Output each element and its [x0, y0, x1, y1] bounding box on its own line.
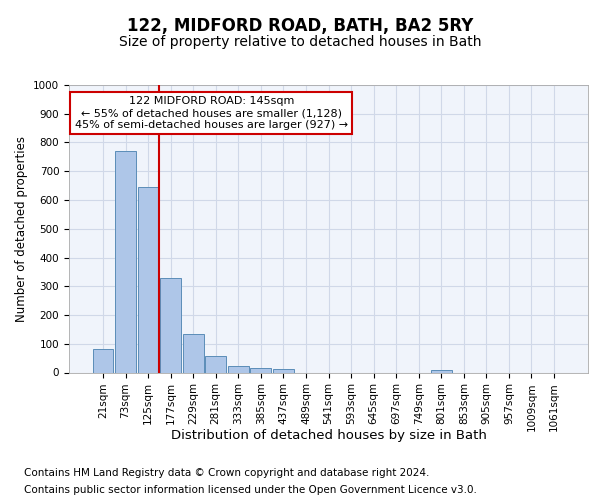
Text: 122 MIDFORD ROAD: 145sqm
← 55% of detached houses are smaller (1,128)
45% of sem: 122 MIDFORD ROAD: 145sqm ← 55% of detach… — [74, 96, 348, 130]
Bar — [228, 366, 248, 372]
Bar — [160, 278, 181, 372]
Bar — [137, 187, 158, 372]
Text: Contains public sector information licensed under the Open Government Licence v3: Contains public sector information licen… — [24, 485, 477, 495]
Bar — [273, 369, 294, 372]
Bar — [250, 368, 271, 372]
Bar — [92, 348, 113, 372]
Text: Contains HM Land Registry data © Crown copyright and database right 2024.: Contains HM Land Registry data © Crown c… — [24, 468, 430, 477]
Bar — [205, 356, 226, 372]
Bar — [115, 151, 136, 372]
Text: 122, MIDFORD ROAD, BATH, BA2 5RY: 122, MIDFORD ROAD, BATH, BA2 5RY — [127, 18, 473, 36]
Bar — [183, 334, 203, 372]
Text: Distribution of detached houses by size in Bath: Distribution of detached houses by size … — [171, 428, 487, 442]
Bar — [431, 370, 452, 372]
Text: Size of property relative to detached houses in Bath: Size of property relative to detached ho… — [119, 35, 481, 49]
Y-axis label: Number of detached properties: Number of detached properties — [14, 136, 28, 322]
